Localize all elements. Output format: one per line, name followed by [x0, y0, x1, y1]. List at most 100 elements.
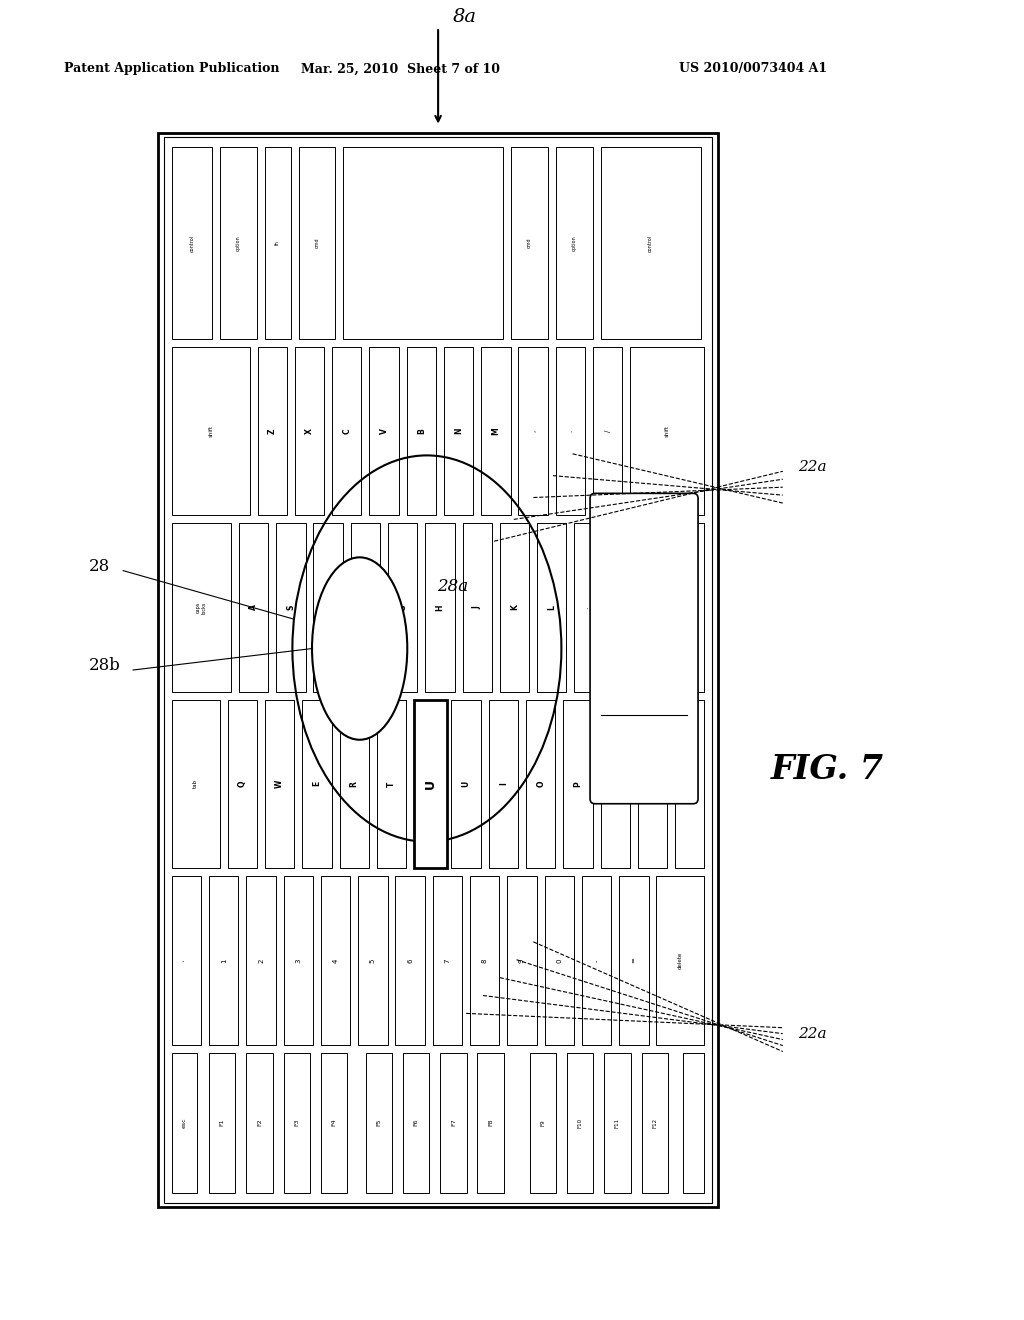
Bar — [343, 148, 503, 339]
Bar — [366, 1052, 392, 1193]
Text: E: E — [312, 781, 322, 787]
Bar — [172, 700, 220, 869]
Bar — [638, 700, 668, 869]
Bar — [358, 876, 387, 1044]
Bar — [511, 148, 548, 339]
Bar — [313, 523, 343, 692]
Bar — [227, 700, 257, 869]
Bar — [582, 876, 611, 1044]
Bar — [656, 876, 705, 1044]
Text: F1: F1 — [220, 1119, 224, 1126]
Bar — [452, 700, 480, 869]
Text: option: option — [571, 235, 577, 251]
Ellipse shape — [312, 557, 408, 739]
Bar — [526, 700, 555, 869]
Text: 5: 5 — [370, 958, 376, 962]
Text: S: S — [287, 605, 295, 610]
Bar — [425, 523, 455, 692]
Text: H: H — [435, 605, 444, 611]
Bar — [295, 347, 325, 515]
Text: 28a: 28a — [437, 578, 468, 594]
Text: ': ' — [624, 606, 630, 609]
Bar — [444, 347, 473, 515]
Text: 22a: 22a — [798, 461, 826, 474]
Text: F6: F6 — [414, 1119, 419, 1126]
Text: F12: F12 — [652, 1118, 657, 1127]
Bar — [209, 876, 239, 1044]
Text: 0: 0 — [556, 958, 562, 962]
Text: cmd: cmd — [527, 238, 531, 248]
Bar — [172, 876, 201, 1044]
Text: =: = — [631, 957, 637, 964]
Bar — [604, 1052, 631, 1193]
Bar — [302, 700, 332, 869]
Bar — [321, 1052, 347, 1193]
Bar — [631, 347, 705, 515]
Bar — [370, 347, 398, 515]
Text: 8a: 8a — [453, 8, 477, 26]
Text: 3: 3 — [295, 958, 301, 962]
Bar — [683, 1052, 705, 1193]
Text: 28: 28 — [88, 557, 110, 574]
Text: F3: F3 — [294, 1119, 299, 1126]
Text: Y: Y — [424, 781, 433, 787]
Text: 2: 2 — [258, 958, 264, 962]
Text: fn: fn — [275, 240, 281, 246]
Text: F5: F5 — [377, 1119, 381, 1126]
Text: ;: ; — [586, 606, 592, 609]
Text: B: B — [417, 428, 426, 434]
Bar — [470, 876, 500, 1044]
Text: X: X — [305, 428, 314, 434]
Text: I: I — [499, 783, 508, 785]
Text: ,: , — [530, 430, 537, 432]
Text: M: M — [492, 428, 501, 434]
Bar — [500, 523, 529, 692]
Bar — [299, 148, 335, 339]
Text: 6: 6 — [408, 958, 413, 962]
Text: N: N — [454, 428, 463, 434]
Bar — [220, 148, 257, 339]
Bar — [164, 137, 713, 1203]
Text: option: option — [237, 235, 242, 251]
Text: 28b: 28b — [88, 657, 121, 675]
Text: F: F — [360, 605, 370, 610]
Text: 9: 9 — [519, 958, 525, 962]
Bar — [556, 347, 585, 515]
Bar — [388, 523, 418, 692]
Text: tab: tab — [194, 779, 199, 788]
Text: US 2010/0073404 A1: US 2010/0073404 A1 — [679, 62, 826, 75]
Bar — [620, 876, 648, 1044]
Bar — [649, 523, 705, 692]
Bar — [158, 133, 718, 1206]
Text: shift: shift — [208, 425, 213, 437]
Text: C: C — [342, 428, 351, 434]
Text: F7: F7 — [451, 1119, 456, 1126]
Text: delete: delete — [678, 952, 683, 969]
Text: A: A — [249, 605, 258, 610]
Text: J: J — [473, 606, 481, 609]
Text: cmd: cmd — [314, 238, 319, 248]
Bar — [209, 1052, 236, 1193]
Bar — [340, 700, 369, 869]
Text: L: L — [547, 605, 556, 610]
Text: 4: 4 — [333, 958, 339, 962]
Text: `: ` — [183, 958, 189, 962]
Bar — [477, 1052, 504, 1193]
Bar — [556, 148, 593, 339]
Text: Q: Q — [238, 780, 247, 787]
Bar — [276, 523, 305, 692]
Bar — [258, 347, 287, 515]
Bar — [574, 523, 604, 692]
Bar — [545, 876, 573, 1044]
Text: ]: ] — [649, 783, 655, 785]
Text: Patent Application Publication: Patent Application Publication — [63, 62, 280, 75]
Text: control: control — [189, 235, 195, 252]
Text: W: W — [275, 780, 285, 788]
Bar — [247, 876, 275, 1044]
Bar — [321, 876, 350, 1044]
Text: esc: esc — [182, 1117, 187, 1127]
Text: Z: Z — [267, 428, 276, 434]
Text: D: D — [324, 605, 333, 611]
Text: V: V — [380, 428, 388, 434]
Text: FIG. 7: FIG. 7 — [771, 752, 884, 785]
